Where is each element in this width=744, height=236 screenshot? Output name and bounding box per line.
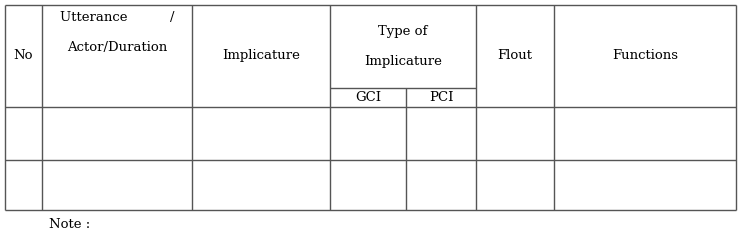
- Text: Type of

Implicature: Type of Implicature: [364, 25, 442, 68]
- Text: Note :: Note :: [49, 218, 91, 232]
- Text: Flout: Flout: [498, 49, 533, 63]
- Text: No: No: [13, 49, 33, 63]
- Text: GCI: GCI: [355, 91, 381, 104]
- Text: PCI: PCI: [429, 91, 453, 104]
- Text: Functions: Functions: [612, 49, 678, 63]
- Text: Implicature: Implicature: [222, 49, 300, 63]
- Text: Utterance          /

Actor/Duration: Utterance / Actor/Duration: [60, 11, 174, 54]
